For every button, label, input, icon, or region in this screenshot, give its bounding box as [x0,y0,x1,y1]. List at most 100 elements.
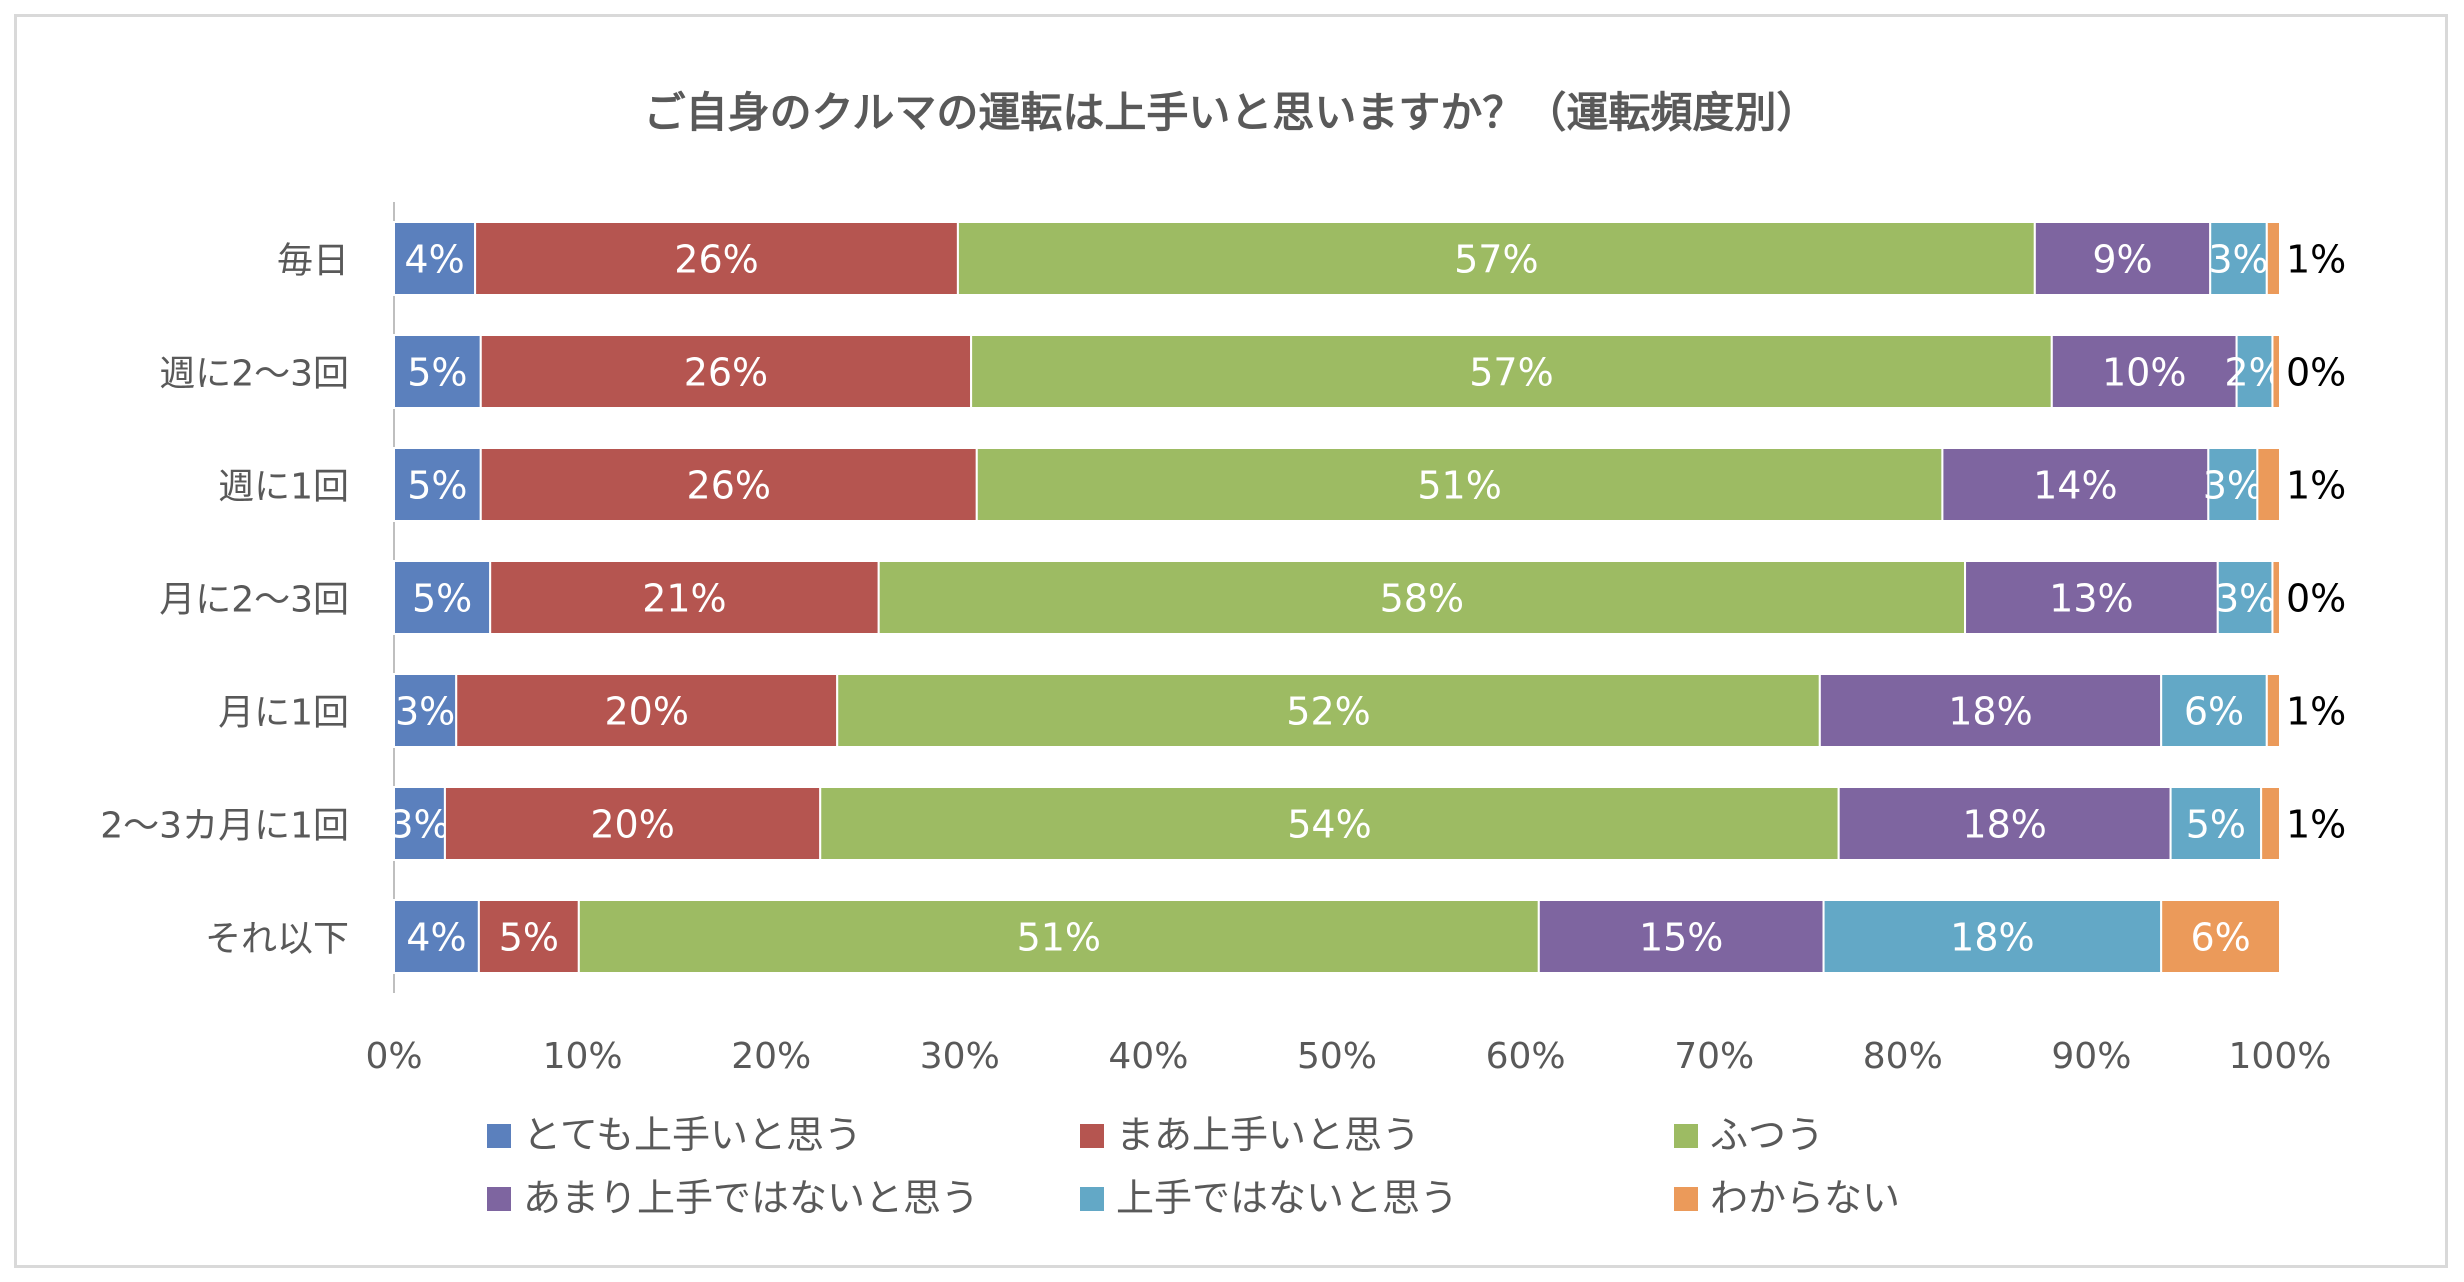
legend-swatch [1080,1187,1104,1211]
data-label: 4% [406,916,466,960]
bar-segment [2160,899,2281,974]
data-label: 0% [2286,351,2346,395]
data-label: 3% [395,690,455,734]
data-label: 57% [1469,351,1553,395]
data-label: 13% [2049,577,2133,621]
data-label: 15% [1639,916,1723,960]
data-label: 14% [2033,464,2117,508]
category-label: 毎日 [277,241,349,282]
data-label: 10% [2102,351,2186,395]
data-label: 4% [404,238,464,282]
data-label: 18% [1948,690,2032,734]
stacked-bar-chart: ご自身のクルマの運転は上手いと思いますか？（運転頻度別） 4% 26% 57% 9% 3… [100,88,2346,1220]
category-label: 月に2〜3回 [159,580,349,621]
data-label: 18% [1950,916,2034,960]
data-label: 51% [1017,916,1101,960]
x-tick-label: 20% [731,1036,811,1077]
data-label: 1% [2286,690,2346,734]
data-label: 26% [674,238,758,282]
bar-segment [1537,899,1825,974]
bar-segment [2169,786,2263,861]
bar-segment [393,673,458,748]
bar-segment [819,786,1840,861]
bar-segment [474,221,959,296]
data-label: 5% [407,464,467,508]
data-label: 6% [2184,690,2244,734]
category-label: 2〜3カ月に1回 [100,806,349,847]
data-label: 51% [1417,464,1501,508]
data-label: 3% [2215,577,2275,621]
legend-swatch [487,1187,511,1211]
data-label: 52% [1286,690,1370,734]
data-label: 1% [2286,238,2346,282]
chart-title: ご自身のクルマの運転は上手いと思いますか？（運転頻度別） [644,88,1819,137]
data-label: 5% [499,916,559,960]
bar-segment [1818,673,2163,748]
data-label: 9% [2092,238,2152,282]
data-label: 57% [1454,238,1538,282]
legend-swatch [1674,1187,1698,1211]
data-label: 1% [2286,464,2346,508]
category-label: 週に2〜3回 [159,354,349,395]
bar-segment [2260,786,2281,861]
x-tick-label: 10% [543,1036,623,1077]
data-label: 58% [1380,577,1464,621]
data-label: 26% [687,464,771,508]
bar-segment [975,447,1944,522]
legend-label: わからない [1710,1176,1900,1220]
x-tick-label: 0% [365,1036,422,1077]
bar-segment [956,221,2036,296]
bar-segment [2160,673,2268,748]
legend-label: あまり上手ではないと思う [523,1176,979,1220]
data-label: 5% [407,351,467,395]
data-label: 1% [2286,803,2346,847]
bar-segment [2265,673,2282,748]
legend-label: まあ上手いと思う [1116,1113,1420,1157]
data-label: 21% [642,577,726,621]
x-tick-label: 70% [1674,1036,1754,1077]
bar-segment [2265,221,2282,296]
bar-segment [2271,560,2282,635]
bar-segment [443,786,822,861]
x-tick-label: 30% [920,1036,1000,1077]
x-tick-label: 100% [2229,1036,2332,1077]
bar-segment [2050,334,2238,409]
data-label: 3% [2203,464,2263,508]
legend-swatch [487,1124,511,1148]
data-label: 6% [2190,916,2250,960]
data-label: 5% [412,577,472,621]
bar-segment [1964,560,2219,635]
data-label: 54% [1287,803,1371,847]
chart-frame: ご自身のクルマの運転は上手いと思いますか？（運転頻度別） 4% 26% 57% 9% 3… [14,14,2448,1268]
data-label: 26% [684,351,768,395]
bar-segment [1941,447,2210,522]
x-tick-labels: 0% 10% 20% 30% 40% 50% 60% 70% 80% 90% 100% [365,1036,2331,1077]
bar-segment [2235,334,2274,409]
data-label: 3% [2208,238,2268,282]
x-tick-label: 40% [1108,1036,1188,1077]
bar-segment [393,447,482,522]
legend-swatch [1674,1124,1698,1148]
legend-label: ふつう [1710,1113,1824,1157]
bar-segment [1822,899,2163,974]
data-label: 5% [2186,803,2246,847]
x-tick-label: 90% [2051,1036,2131,1077]
bar-segment [455,673,839,748]
data-label: 0% [2286,577,2346,621]
data-label: 20% [590,803,674,847]
bar-segment [877,560,1967,635]
category-label: 月に1回 [218,693,349,734]
bar-segment [1837,786,2172,861]
legend-label: とても上手いと思う [523,1113,862,1157]
legend-swatch [1080,1124,1104,1148]
bar-segment [479,447,978,522]
bars-group: 4% 26% 57% 9% 3% 1%5% 26% 57% 10% 2% 0%5% 26% 51% 14%… [389,202,2346,993]
x-tick-label: 80% [1863,1036,1943,1077]
data-label: 3% [389,803,449,847]
x-tick-label: 60% [1486,1036,1566,1077]
bar-segment [2271,334,2282,409]
legend-label: 上手ではないと思う [1116,1176,1458,1220]
bar-segment [2256,447,2281,522]
